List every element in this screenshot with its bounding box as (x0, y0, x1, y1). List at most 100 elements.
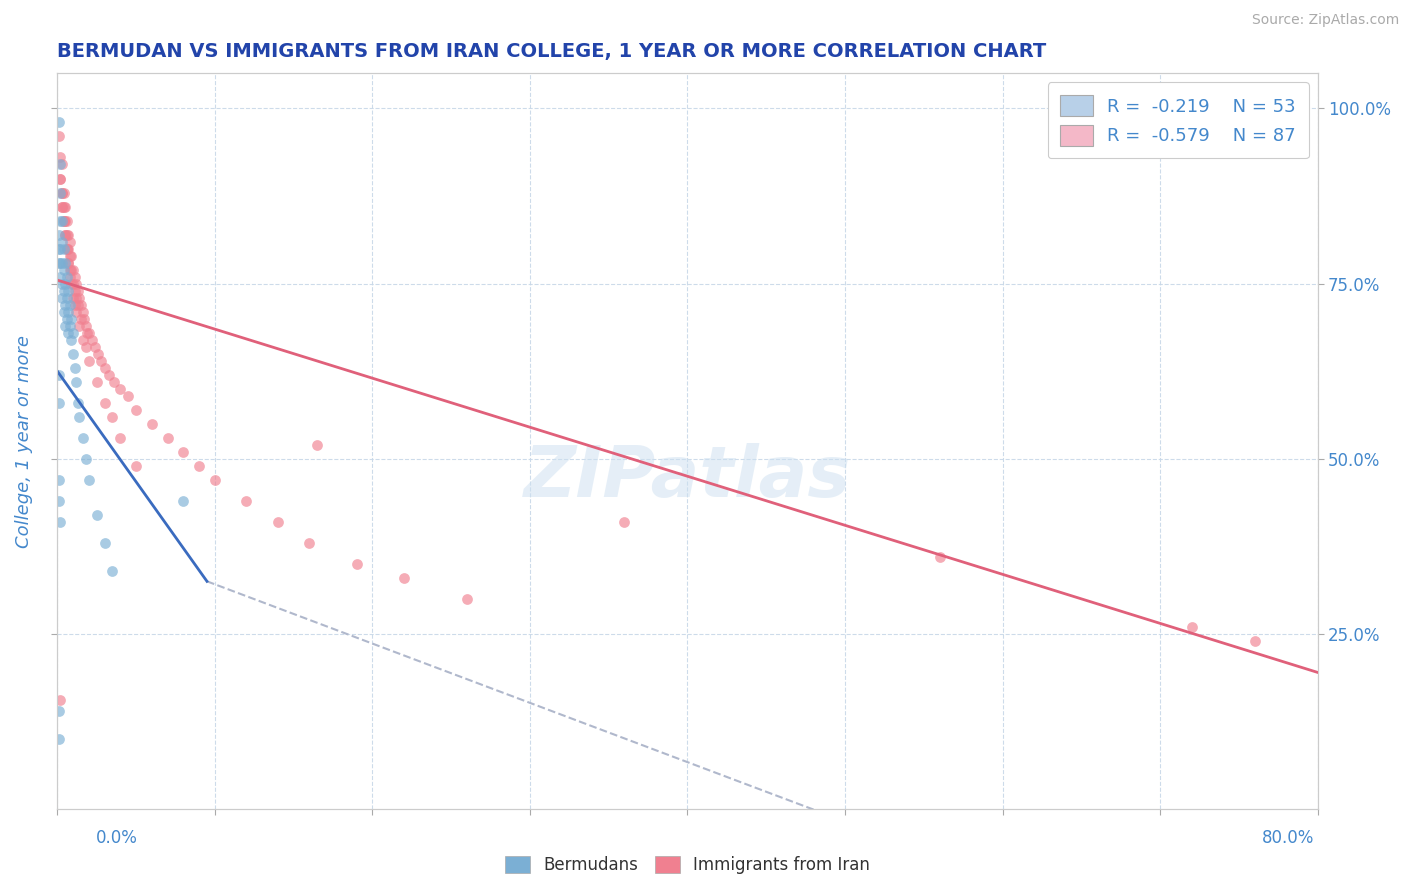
Point (70, 297, 93, 311)
Point (48, 704, 70, 718)
Text: Source: ZipAtlas.com: Source: ZipAtlas.com (1251, 13, 1399, 28)
Point (141, 417, 163, 431)
Point (55, 242, 77, 256)
Y-axis label: College, 1 year or more: College, 1 year or more (15, 334, 32, 548)
Point (59, 297, 82, 311)
Point (66, 395, 89, 409)
Point (62, 262, 84, 277)
Point (101, 564, 124, 578)
Point (60, 277, 83, 291)
Point (55, 213, 77, 227)
Point (48, 493, 70, 508)
Point (172, 493, 194, 508)
Point (52, 304, 75, 318)
Point (172, 444, 194, 458)
Point (60, 311, 83, 326)
Point (75, 451, 97, 466)
Point (48, 115, 70, 129)
Point (62, 277, 84, 291)
Point (51, 200, 73, 214)
Point (58, 326, 80, 340)
Point (1180, 620, 1202, 634)
Point (77, 473, 100, 487)
Point (58, 242, 80, 256)
Point (51, 186, 73, 200)
Point (392, 571, 415, 585)
Point (125, 458, 148, 473)
Point (53, 227, 76, 242)
Point (48, 227, 70, 242)
Point (52, 213, 75, 227)
Point (59, 235, 82, 249)
Point (48, 242, 70, 256)
Point (48, 129, 70, 144)
Point (58, 255, 80, 269)
Point (77, 353, 100, 368)
Point (48, 731, 70, 746)
Point (72, 431, 94, 445)
Point (67, 409, 90, 424)
Text: ZIPatlas: ZIPatlas (524, 443, 851, 513)
Point (65, 291, 87, 305)
Point (48, 255, 70, 269)
Text: 0.0%: 0.0% (96, 829, 138, 847)
Point (75, 340, 97, 354)
Point (49, 269, 72, 284)
Point (63, 284, 86, 298)
Point (60, 249, 83, 263)
Point (156, 431, 179, 445)
Point (117, 389, 139, 403)
Point (53, 213, 76, 227)
Point (267, 515, 290, 529)
Point (235, 493, 257, 508)
Point (52, 213, 75, 227)
Point (59, 262, 82, 277)
Point (62, 346, 84, 360)
Point (52, 284, 75, 298)
Point (72, 333, 94, 347)
Point (63, 269, 86, 284)
Point (75, 318, 97, 333)
Point (52, 200, 75, 214)
Point (86, 508, 108, 522)
Point (928, 549, 950, 564)
Point (110, 431, 132, 445)
Point (52, 242, 75, 256)
Point (1243, 633, 1265, 648)
Point (98, 368, 121, 382)
Point (60, 333, 83, 347)
Point (67, 291, 90, 305)
Point (55, 291, 77, 305)
Point (103, 375, 125, 389)
Point (101, 409, 124, 424)
Point (67, 318, 90, 333)
Point (53, 297, 76, 311)
Point (49, 171, 72, 186)
Point (58, 284, 80, 298)
Point (84, 340, 107, 354)
Point (62, 326, 84, 340)
Point (58, 304, 80, 318)
Point (80, 333, 103, 347)
Point (55, 227, 77, 242)
Point (90, 353, 112, 368)
Point (53, 227, 76, 242)
Point (72, 304, 94, 318)
Point (73, 311, 96, 326)
Point (49, 151, 72, 165)
Text: 80.0%: 80.0% (1263, 829, 1315, 847)
Point (93, 395, 115, 409)
Point (65, 277, 87, 291)
Point (55, 242, 77, 256)
Point (49, 157, 72, 171)
Point (456, 591, 478, 606)
Point (48, 395, 70, 409)
Point (49, 693, 72, 707)
Point (70, 311, 93, 326)
Point (65, 304, 87, 318)
Point (188, 458, 211, 473)
Point (49, 171, 72, 186)
Point (307, 438, 329, 452)
Point (49, 186, 72, 200)
Point (125, 402, 148, 417)
